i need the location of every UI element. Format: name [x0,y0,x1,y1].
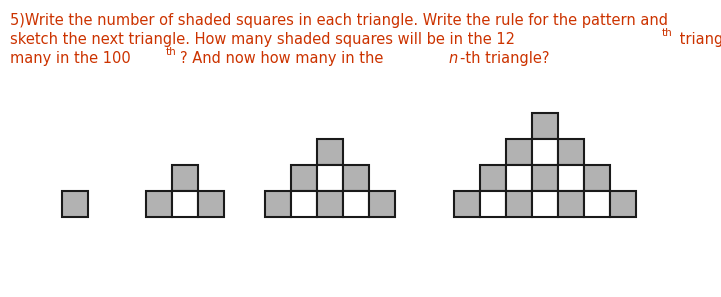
Bar [291,165,317,191]
Bar [532,139,558,165]
Bar [317,139,343,165]
Bar [62,191,88,217]
Bar [480,165,506,191]
Bar [369,191,395,217]
Text: many in the 100: many in the 100 [10,51,131,66]
Bar [558,165,584,191]
Bar [532,113,558,139]
Bar [172,165,198,191]
Bar [172,191,198,217]
Bar [454,191,480,217]
Bar [317,165,343,191]
Bar [558,139,584,165]
Bar [584,165,610,191]
Bar [291,191,317,217]
Text: ? And now how many in the: ? And now how many in the [180,51,388,66]
Text: triangle? How: triangle? How [676,32,721,47]
Bar [146,191,172,217]
Bar [480,191,506,217]
Bar [506,191,532,217]
Text: sketch the next triangle. How many shaded squares will be in the 12: sketch the next triangle. How many shade… [10,32,515,47]
Text: -th triangle?: -th triangle? [460,51,549,66]
Bar [506,165,532,191]
Bar [558,191,584,217]
Bar [584,191,610,217]
Text: n: n [448,51,457,66]
Text: th: th [662,28,673,38]
Text: th: th [166,47,177,57]
Bar [343,191,369,217]
Bar [532,191,558,217]
Bar [532,165,558,191]
Bar [610,191,636,217]
Bar [198,191,224,217]
Text: 5)Write the number of shaded squares in each triangle. Write the rule for the pa: 5)Write the number of shaded squares in … [10,13,668,28]
Bar [265,191,291,217]
Bar [506,139,532,165]
Bar [343,165,369,191]
Bar [317,191,343,217]
